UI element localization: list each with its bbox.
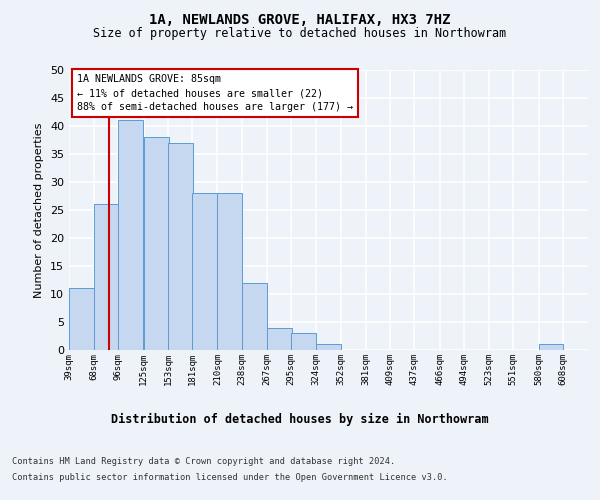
- Bar: [291, 333, 316, 350]
- Bar: [242, 283, 266, 350]
- Text: Contains HM Land Registry data © Crown copyright and database right 2024.: Contains HM Land Registry data © Crown c…: [12, 458, 395, 466]
- Bar: [143, 137, 169, 350]
- Bar: [267, 328, 292, 350]
- Bar: [316, 344, 341, 350]
- Bar: [94, 204, 119, 350]
- Bar: [118, 120, 143, 350]
- Bar: [539, 344, 563, 350]
- Text: Size of property relative to detached houses in Northowram: Size of property relative to detached ho…: [94, 28, 506, 40]
- Text: Contains public sector information licensed under the Open Government Licence v3: Contains public sector information licen…: [12, 472, 448, 482]
- Text: 1A NEWLANDS GROVE: 85sqm
← 11% of detached houses are smaller (22)
88% of semi-d: 1A NEWLANDS GROVE: 85sqm ← 11% of detach…: [77, 74, 353, 112]
- Bar: [168, 143, 193, 350]
- Bar: [69, 288, 94, 350]
- Y-axis label: Number of detached properties: Number of detached properties: [34, 122, 44, 298]
- Text: Distribution of detached houses by size in Northowram: Distribution of detached houses by size …: [111, 412, 489, 426]
- Text: 1A, NEWLANDS GROVE, HALIFAX, HX3 7HZ: 1A, NEWLANDS GROVE, HALIFAX, HX3 7HZ: [149, 12, 451, 26]
- Bar: [217, 193, 242, 350]
- Bar: [192, 193, 217, 350]
